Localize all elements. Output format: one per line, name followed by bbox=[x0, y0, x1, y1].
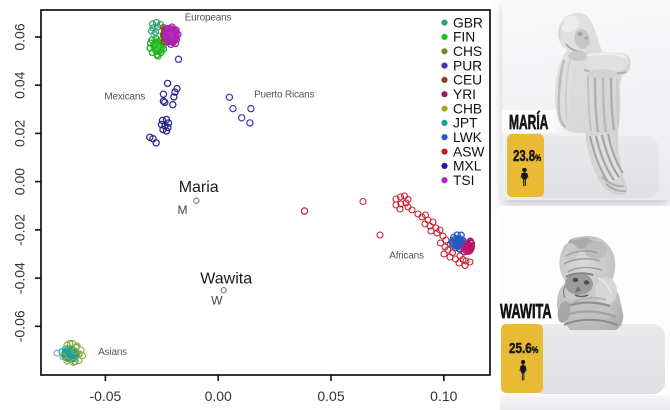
svg-text:TSI: TSI bbox=[453, 173, 474, 188]
svg-text:CHB: CHB bbox=[453, 101, 482, 116]
svg-text:CHS: CHS bbox=[453, 44, 482, 59]
svg-text:Mexicans: Mexicans bbox=[104, 92, 145, 103]
svg-text:Maria: Maria bbox=[179, 179, 219, 196]
svg-text:0.00: 0.00 bbox=[205, 388, 232, 404]
svg-text:Africans: Africans bbox=[389, 251, 424, 262]
svg-text:0.00: 0.00 bbox=[12, 168, 28, 195]
svg-text:0.06: 0.06 bbox=[12, 23, 28, 50]
svg-text:Puerto Ricans: Puerto Ricans bbox=[254, 90, 314, 101]
svg-text:0.02: 0.02 bbox=[12, 120, 28, 147]
svg-text:GBR: GBR bbox=[453, 15, 483, 30]
svg-text:ASW: ASW bbox=[453, 144, 484, 159]
svg-text:-0.05: -0.05 bbox=[89, 388, 121, 404]
svg-text:Europeans: Europeans bbox=[185, 13, 232, 24]
svg-text:CEU: CEU bbox=[453, 73, 482, 88]
svg-text:LWK: LWK bbox=[453, 130, 483, 145]
svg-text:JPT: JPT bbox=[453, 116, 478, 131]
svg-text:-0.06: -0.06 bbox=[12, 310, 28, 342]
svg-text:0.10: 0.10 bbox=[430, 388, 457, 404]
svg-text:0.05: 0.05 bbox=[317, 388, 344, 404]
svg-text:YRI: YRI bbox=[453, 87, 476, 102]
svg-text:Asians: Asians bbox=[98, 347, 127, 358]
svg-text:MXL: MXL bbox=[453, 159, 482, 174]
svg-text:0.04: 0.04 bbox=[12, 71, 28, 98]
svg-text:Wawita: Wawita bbox=[200, 271, 252, 288]
svg-text:FIN: FIN bbox=[453, 30, 475, 45]
svg-text:-0.04: -0.04 bbox=[12, 262, 28, 294]
svg-text:W: W bbox=[211, 294, 223, 308]
svg-text:M: M bbox=[178, 203, 188, 217]
svg-text:-0.02: -0.02 bbox=[12, 214, 28, 246]
svg-text:PUR: PUR bbox=[453, 58, 482, 73]
